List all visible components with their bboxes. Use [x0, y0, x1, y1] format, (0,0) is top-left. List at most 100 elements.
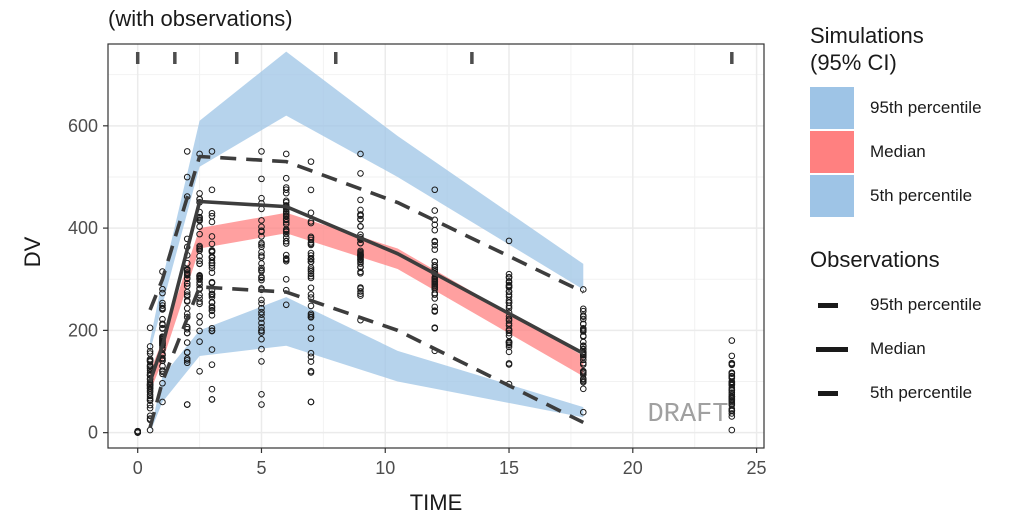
observation-point [431, 221, 439, 228]
observation-point [282, 216, 290, 223]
observation-point [196, 279, 203, 286]
legend: Simulations (95% CI) 95th percentile Med… [810, 22, 1034, 415]
observation-point [728, 352, 736, 360]
observed-median-line [148, 199, 585, 383]
observation-point [258, 175, 265, 183]
observation-point [258, 345, 265, 353]
observation-point [258, 228, 265, 236]
observation-point [579, 353, 587, 361]
observation-point [258, 148, 265, 155]
observation-point [307, 255, 315, 262]
observation-point [431, 246, 439, 253]
observation-point [146, 397, 154, 404]
observation-point [505, 277, 513, 285]
observation-point [282, 275, 290, 283]
observation-point [208, 218, 216, 226]
observation-point [134, 428, 142, 436]
observation-point [258, 327, 265, 334]
observation-point [431, 307, 439, 314]
y-tick-label: 200 [68, 320, 98, 340]
observation-point [258, 335, 265, 343]
observation-point [208, 233, 216, 240]
observation-point [282, 219, 290, 226]
observation-point [208, 385, 216, 393]
observation-point [183, 279, 191, 287]
observation-point [357, 150, 364, 158]
observation-point [728, 410, 736, 417]
observation-point [208, 307, 216, 315]
legend-swatch-blue [810, 175, 854, 217]
observation-point [282, 150, 290, 158]
observation-point [307, 369, 315, 376]
observation-point [579, 408, 587, 416]
observation-point [505, 329, 513, 337]
observation-point [208, 324, 216, 332]
observation-point [208, 269, 216, 276]
observation-point [579, 315, 587, 323]
observation-point [728, 397, 736, 405]
observation-point [183, 269, 191, 276]
observation-point [196, 319, 203, 326]
observation-point [208, 264, 216, 272]
observation-point [208, 278, 216, 286]
observation-point [431, 275, 439, 283]
observation-point [258, 233, 265, 240]
observation-point [258, 276, 265, 284]
observation-point [196, 230, 203, 238]
legend-title-observations: Observations [810, 247, 940, 272]
observation-point [208, 396, 216, 403]
observation-point [208, 186, 216, 194]
observed-5th-line [148, 285, 585, 429]
observation-point [196, 275, 203, 282]
observation-point [146, 391, 154, 398]
observation-point [146, 383, 154, 390]
draft-watermark: DRAFT [647, 400, 728, 430]
observation-point [307, 267, 315, 275]
observation-point [208, 346, 216, 353]
observation-point [208, 299, 216, 306]
x-tick-label: 10 [375, 458, 395, 478]
observation-point [728, 384, 736, 392]
legend-key-dashed [810, 371, 854, 415]
observation-point [307, 158, 315, 165]
observation-point [579, 332, 587, 340]
x-tick-label: 5 [256, 458, 266, 478]
observation-point [146, 350, 154, 357]
observation-point [505, 296, 513, 304]
x-axis-title: TIME [410, 490, 463, 515]
plot-panel-border [107, 43, 765, 449]
observation-point [159, 302, 166, 309]
observation-point [728, 393, 736, 400]
observation-point [258, 324, 265, 331]
observation-point [579, 342, 587, 349]
observation-point [307, 284, 315, 292]
observation-point [146, 347, 154, 355]
legend-item-obs-median: Median [810, 327, 1034, 371]
legend-item-sim-5: 5th percentile [810, 174, 1034, 218]
observation-point [579, 286, 587, 293]
observation-point [146, 387, 154, 394]
observation-point [307, 324, 315, 331]
observation-point [579, 313, 587, 321]
observation-point [307, 236, 315, 244]
observation-point [196, 327, 203, 335]
observation-point [196, 252, 203, 260]
observation-point [505, 274, 513, 281]
observation-point [357, 292, 364, 299]
observation-point [307, 186, 315, 194]
observation-point [357, 285, 364, 292]
observation-point [208, 247, 216, 255]
observation-point [183, 272, 191, 279]
observation-point [431, 261, 439, 269]
observation-point [159, 305, 166, 313]
observation-point [307, 252, 315, 259]
observation-point [208, 209, 216, 217]
observation-point [307, 240, 315, 248]
observation-point [728, 426, 736, 434]
observation-point [258, 273, 265, 281]
observation-point [282, 237, 290, 245]
observation-point [159, 315, 166, 323]
observation-point [579, 305, 587, 313]
y-tick-label: 0 [88, 423, 98, 443]
x-tick-label: 25 [747, 458, 767, 478]
